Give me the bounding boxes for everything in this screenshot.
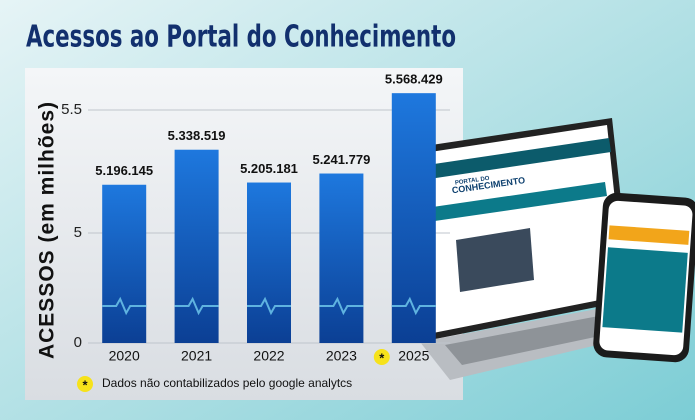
x-tick-label: 2021: [181, 348, 212, 364]
y-axis-label: ACESSOS (em milhões): [36, 101, 59, 359]
axis-break: [102, 296, 147, 316]
bar: [174, 149, 219, 343]
axis-break: [319, 296, 364, 316]
phone-menu: [602, 247, 688, 333]
y-tick-label: 0: [74, 334, 82, 351]
x-tick-label: 2022: [253, 348, 284, 364]
chart-panel: [25, 68, 463, 400]
x-tick-label: 2020: [109, 348, 140, 364]
phone: [593, 192, 695, 363]
bar: [247, 182, 291, 343]
y-tick-label: 5.5: [61, 101, 82, 118]
x-tick-label: 2023: [326, 348, 357, 364]
value-label: 5.338.519: [168, 128, 226, 143]
keyboard: [445, 312, 638, 365]
phone-banner: [608, 225, 690, 245]
footnote-text: Dados não contabilizados pelo google ana…: [102, 376, 352, 390]
laptop: PORTAL DO CONHECIMENTO: [398, 118, 660, 380]
chart-title: Acessos ao Portal do Conhecimento: [26, 20, 456, 55]
logo-top: PORTAL DO: [455, 176, 491, 187]
value-label: 5.196.145: [95, 163, 153, 178]
axis-break: [174, 296, 219, 316]
bar: [102, 184, 147, 343]
value-label: 5.241.779: [312, 152, 370, 167]
y-tick-label: 5: [74, 224, 82, 241]
value-label: 5.568.429: [385, 72, 443, 87]
star-badge: [373, 349, 390, 365]
x-tick-label: 2025: [398, 348, 429, 364]
site-nav: [412, 182, 607, 224]
star-marker: *: [379, 350, 385, 365]
bar: [391, 93, 436, 343]
axis-break: [391, 296, 436, 316]
bar: [319, 173, 364, 343]
footnote-marker: *: [82, 377, 88, 392]
footnote-marker-badge: [77, 376, 93, 392]
value-label: 5.205.181: [240, 161, 298, 176]
site-photo: [456, 228, 534, 292]
site-header: [407, 138, 611, 182]
axis-break: [247, 296, 291, 316]
